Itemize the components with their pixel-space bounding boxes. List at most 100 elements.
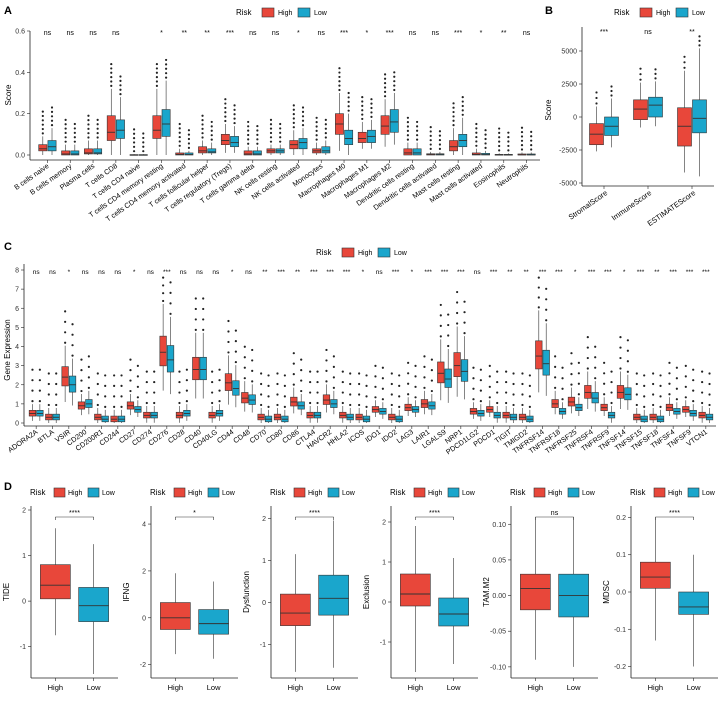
a-low-0-outlier — [50, 115, 54, 118]
a-high-6-outlier — [178, 122, 181, 126]
panel-b-ytick-label: -5000 — [559, 181, 577, 188]
c-low-6-outlier — [136, 375, 139, 378]
a-low-18-outlier — [461, 104, 464, 108]
a-high-5-box — [152, 115, 162, 139]
a-low-5-outlier — [165, 72, 168, 75]
panel-a-ytick-label: 0.6 — [15, 29, 25, 36]
d-legend-low: Low — [582, 490, 596, 497]
panel-a-ytick-label: 0.0 — [15, 153, 25, 160]
a-low-13-outlier — [347, 100, 350, 103]
d-sig-2: **** — [309, 510, 320, 517]
c-low-17-outlier — [316, 401, 319, 405]
c-low-23-outlier — [414, 396, 417, 399]
d-legend-high: High — [68, 490, 83, 497]
a-high-20-outlier — [498, 144, 501, 148]
c-high-27-outlier — [472, 387, 475, 390]
b-low-2-box — [692, 99, 707, 134]
a-sig-5: * — [160, 30, 163, 37]
a-low-15-box — [389, 109, 399, 133]
c-sig-0: ns — [33, 269, 41, 276]
b-sig-1: ns — [644, 29, 652, 36]
c-high-21-outlier — [374, 396, 377, 399]
a-low-15-outlier — [393, 80, 396, 83]
a-high-18-outlier — [452, 110, 455, 114]
a-high-3-outlier — [110, 84, 113, 87]
c-low-24-outlier — [430, 358, 433, 361]
b-xlabel-2: ESTIMATEScore — [646, 188, 697, 228]
c-high-15-outlier — [276, 393, 279, 396]
a-low-9-outlier — [256, 142, 259, 145]
c-low-27-outlier — [479, 389, 482, 392]
d-ytick-label: 0.00 — [492, 593, 506, 600]
a-low-6-outlier — [187, 133, 191, 136]
a-low-18-outlier — [461, 109, 464, 112]
c-low-4-outlier — [104, 384, 107, 388]
a-low-1-box — [70, 150, 80, 156]
c-high-23-outlier — [407, 382, 410, 385]
c-high-31-outlier — [537, 306, 540, 309]
c-low-10-outlier — [202, 318, 205, 321]
a-high-6-outlier — [178, 144, 181, 147]
c-high-26-box — [453, 352, 461, 377]
a-low-16-outlier — [416, 120, 419, 124]
a-low-8-outlier — [233, 108, 236, 111]
c-low-20-outlier — [365, 395, 368, 398]
c-low-6-outlier — [136, 385, 139, 388]
c-high-25-outlier — [439, 324, 442, 327]
c-low-20-outlier — [365, 374, 368, 377]
c-low-39-outlier — [675, 398, 678, 401]
c-high-10-outlier — [194, 297, 197, 300]
d-ytick-label: -2 — [140, 662, 146, 669]
a-low-4-outlier — [142, 150, 145, 153]
a-high-0-outlier — [41, 110, 44, 113]
a-high-1-outlier — [64, 131, 67, 135]
c-sig-41: *** — [702, 269, 710, 276]
c-sig-1: ns — [49, 269, 57, 276]
b-low-0-outlier — [610, 94, 613, 97]
c-high-35-outlier — [603, 393, 606, 396]
d-legend-high: High — [548, 490, 563, 497]
d-subplot-2: Risk High Low -1 0 1 2 Dysfunction **** High Low — [242, 487, 358, 692]
c-low-18-outlier — [332, 355, 335, 358]
c-high-32-outlier — [554, 386, 557, 389]
c-high-29-outlier — [505, 401, 508, 405]
c-xlabel-0: ADORA2A — [6, 427, 39, 454]
c-low-40-outlier — [692, 389, 695, 392]
c-high-10-outlier — [194, 318, 197, 321]
c-low-7-outlier — [153, 370, 156, 373]
c-high-27-outlier — [472, 377, 475, 380]
legend-a-title: Risk — [236, 8, 253, 17]
c-high-30-outlier — [521, 393, 524, 396]
c-low-35-outlier — [610, 391, 613, 394]
c-low-25-box — [444, 368, 452, 388]
a-high-18-outlier — [452, 124, 455, 127]
c-low-31-box — [542, 349, 550, 376]
a-low-1-outlier — [73, 122, 76, 126]
a-low-16-box — [412, 148, 422, 156]
c-low-16-outlier — [300, 389, 303, 393]
b-high-0-outlier — [595, 96, 598, 100]
a-high-3-outlier — [110, 71, 113, 74]
c-low-12-box — [232, 380, 240, 396]
a-sig-17: ns — [432, 30, 440, 37]
c-low-11-outlier — [218, 389, 221, 392]
d-ytick-label: -0.10 — [490, 664, 506, 671]
c-high-41-outlier — [701, 380, 704, 384]
c-low-6-outlier — [136, 364, 139, 367]
c-low-21-outlier — [381, 387, 384, 390]
c-high-34-outlier — [586, 367, 589, 370]
a-low-20-outlier — [507, 144, 510, 148]
a-high-16-outlier — [406, 125, 409, 128]
a-low-18-outlier — [461, 96, 464, 99]
d-ytick-label: 2 — [262, 516, 266, 523]
a-high-19-outlier — [475, 135, 478, 139]
b-high-2-box — [677, 107, 692, 147]
c-low-24-outlier — [430, 389, 433, 393]
d-high-1-box — [160, 602, 191, 630]
a-low-5-outlier — [165, 67, 168, 70]
b-high-1-outlier — [639, 78, 642, 81]
a-sig-18: *** — [454, 30, 462, 37]
a-high-5-outlier — [155, 62, 158, 66]
legend-b-high: High — [656, 10, 671, 17]
c-high-27-outlier — [472, 366, 475, 369]
